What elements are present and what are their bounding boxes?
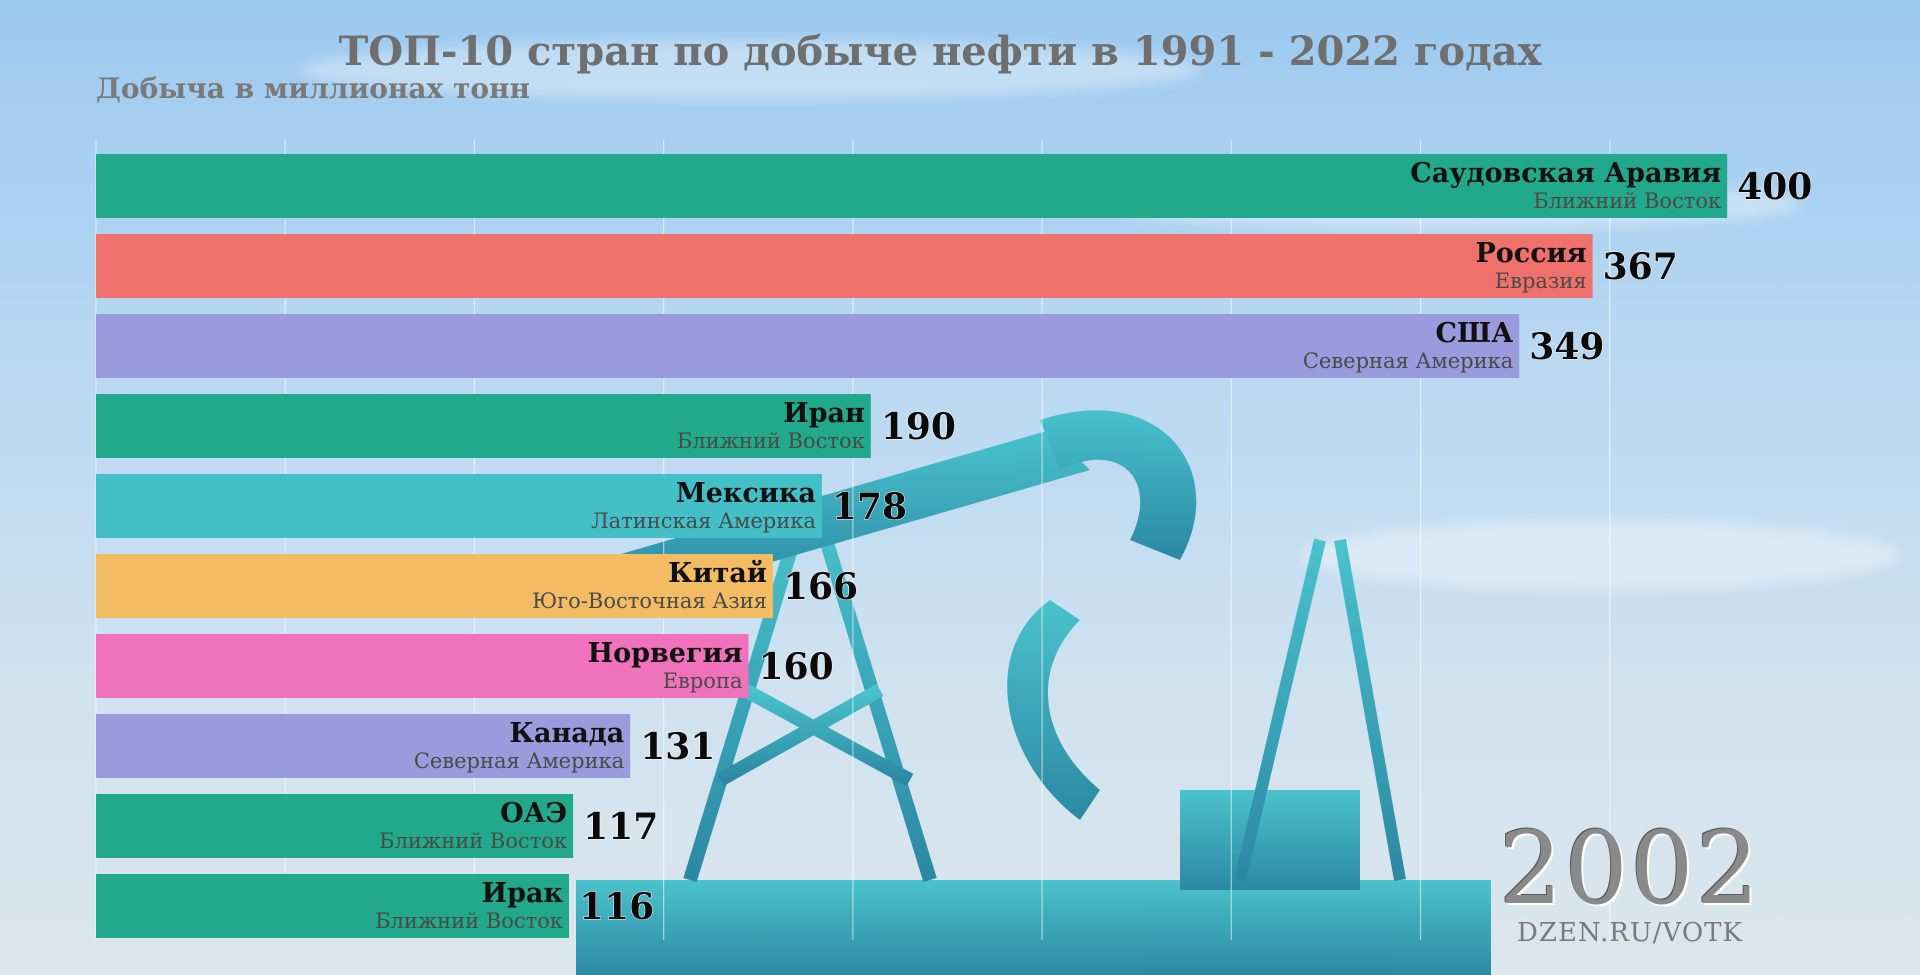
bar-region-label: Ближний Восток [379, 829, 567, 853]
bar-region-label: Латинская Америка [591, 509, 816, 533]
sky-cloud [300, 40, 1200, 100]
chart-title: ТОП-10 стран по добыче нефти в 1991 - 20… [338, 28, 1542, 75]
bar-value-label: 117 [583, 806, 658, 848]
bar-value-label: 349 [1529, 326, 1604, 368]
bar-region-label: Ближний Восток [1533, 189, 1721, 213]
bar [96, 874, 570, 938]
bar [96, 314, 1520, 378]
bar-country-label: Россия [1475, 238, 1586, 269]
watermark: DZEN.RU/VOTK [1517, 918, 1743, 948]
sky-cloud [1300, 520, 1900, 590]
bar-region-label: Северная Америка [414, 749, 624, 773]
bar-value-label: 160 [758, 646, 833, 688]
bar-value-label: 367 [1603, 246, 1678, 288]
bar-value-label: 116 [579, 886, 654, 928]
bar-value-label: 131 [640, 726, 715, 768]
bar [96, 634, 749, 698]
bar-country-label: Саудовская Аравия [1410, 158, 1721, 189]
bar-country-label: Норвегия [588, 638, 743, 669]
year-label: 2002 [1498, 810, 1762, 927]
bar [96, 394, 871, 458]
bar-region-label: Юго-Восточная Азия [532, 589, 767, 613]
bar-region-label: Ближний Восток [677, 429, 865, 453]
bar-country-label: ОАЭ [500, 798, 567, 829]
bar [96, 554, 773, 618]
bar-country-label: США [1436, 318, 1514, 349]
bar [96, 234, 1593, 298]
bar-country-label: Иран [783, 398, 865, 429]
bar-region-label: Ближний Восток [375, 909, 563, 933]
bar-region-label: Евразия [1495, 269, 1587, 293]
bar-value-label: 166 [783, 566, 858, 608]
bar-value-label: 400 [1737, 166, 1812, 208]
bar-country-label: Китай [668, 558, 767, 589]
bar-value-label: 190 [881, 406, 956, 448]
bar-country-label: Канада [509, 718, 624, 749]
bar-country-label: Ирак [482, 878, 564, 909]
bar-country-label: Мексика [676, 478, 816, 509]
bar [96, 714, 631, 778]
bar-region-label: Европа [663, 669, 743, 693]
bar [96, 474, 822, 538]
chart-subtitle: Добыча в миллионах тонн [96, 72, 531, 105]
bar [96, 154, 1728, 218]
bar [96, 794, 574, 858]
bar-region-label: Северная Америка [1303, 349, 1513, 373]
bar-value-label: 178 [832, 486, 907, 528]
